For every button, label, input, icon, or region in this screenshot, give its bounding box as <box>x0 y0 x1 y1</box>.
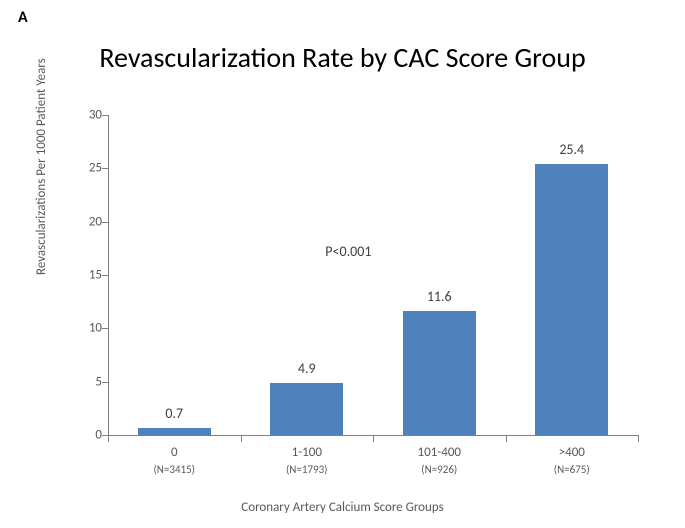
bar-value-label: 25.4 <box>522 141 622 158</box>
y-tick-label: 15 <box>74 268 102 283</box>
bar <box>535 164 608 435</box>
x-category-label: 1-100 <box>247 445 367 460</box>
y-axis-line <box>108 115 109 435</box>
y-tick-label: 20 <box>74 214 102 229</box>
y-tick <box>102 115 108 116</box>
bar <box>270 383 343 435</box>
y-tick-label: 25 <box>74 161 102 176</box>
x-tick <box>241 435 242 442</box>
x-tick <box>108 435 109 442</box>
y-tick <box>102 275 108 276</box>
chart-title: Revascularization Rate by CAC Score Grou… <box>0 40 685 75</box>
chart-plot-area: 051015202530 0.70(N=3415)4.91-100(N=1793… <box>108 115 638 435</box>
y-axis-title: Revascularizations Per 1000 Patient Year… <box>34 58 49 275</box>
x-tick <box>506 435 507 442</box>
x-tick <box>638 435 639 442</box>
y-tick-label: 30 <box>74 108 102 123</box>
y-tick <box>102 168 108 169</box>
x-category-sublabel: (N=675) <box>512 463 632 476</box>
y-tick-label: 10 <box>74 321 102 336</box>
bar-value-label: 4.9 <box>257 360 357 377</box>
x-category-sublabel: (N=1793) <box>247 463 367 476</box>
bar-value-label: 0.7 <box>124 405 224 422</box>
y-tick-label: 5 <box>74 374 102 389</box>
x-category-sublabel: (N=926) <box>379 463 499 476</box>
y-tick-label: 0 <box>74 428 102 443</box>
x-axis-title: Coronary Artery Calcium Score Groups <box>0 500 685 515</box>
y-tick <box>102 328 108 329</box>
p-value-annotation: P<0.001 <box>325 243 371 260</box>
y-tick <box>102 382 108 383</box>
y-tick <box>102 222 108 223</box>
bar-value-label: 11.6 <box>389 288 489 305</box>
panel-label: A <box>18 8 28 27</box>
bar <box>403 311 476 435</box>
x-category-sublabel: (N=3415) <box>114 463 234 476</box>
bar <box>138 428 211 435</box>
x-category-label: 0 <box>114 445 234 460</box>
x-category-label: 101-400 <box>379 445 499 460</box>
x-category-label: >400 <box>512 445 632 460</box>
x-tick <box>373 435 374 442</box>
